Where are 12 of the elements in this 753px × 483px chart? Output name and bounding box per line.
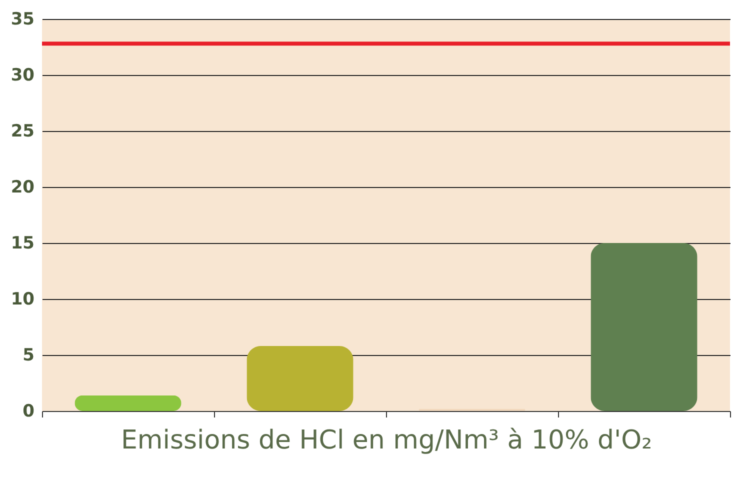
y-tick-label: 20 xyxy=(10,178,35,198)
x-axis-title: Emissions de HCl en mg/Nm³ à 10% d'O₂ xyxy=(120,426,652,456)
y-tick-label: 0 xyxy=(22,402,35,422)
y-tick-label: 25 xyxy=(10,122,34,142)
y-tick-label: 10 xyxy=(10,290,35,310)
y-tick-label: 30 xyxy=(10,66,35,86)
bar xyxy=(74,395,182,411)
y-tick-label: 15 xyxy=(10,234,34,254)
y-tick-label: 35 xyxy=(10,10,34,30)
bar xyxy=(246,346,354,411)
bar xyxy=(590,243,698,411)
y-tick-label: 5 xyxy=(22,346,34,366)
